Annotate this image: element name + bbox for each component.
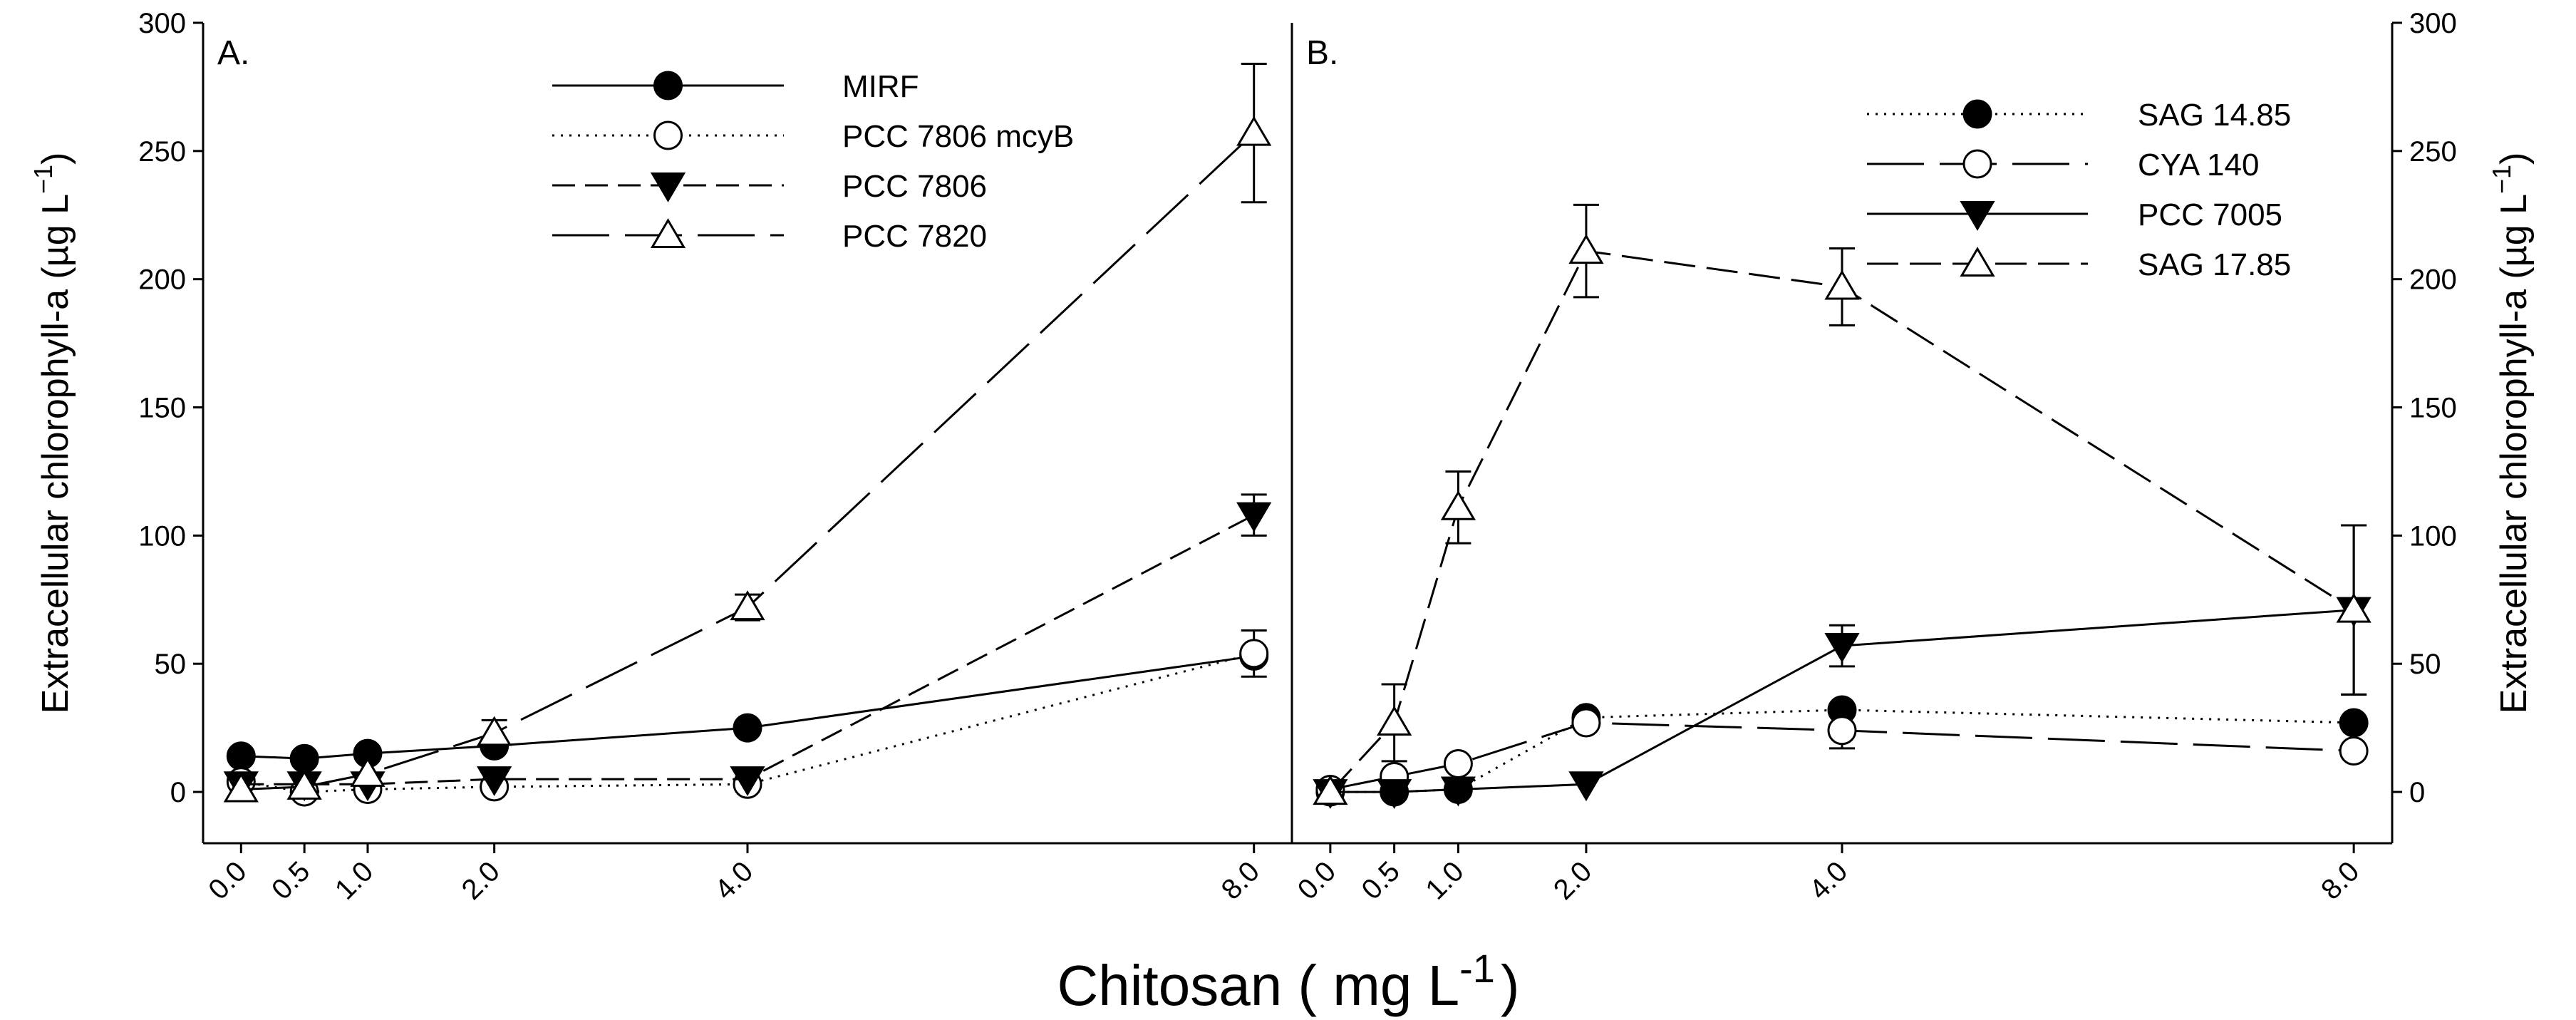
y-axis-title-end: ) [35,153,76,165]
data-point [477,766,512,796]
x-axis-title: Chitosan ( mg L-1) [1057,946,1519,1017]
panel-label: A. [217,34,249,72]
data-point [223,772,259,803]
data-point [1313,775,1348,805]
data-point [733,713,762,743]
data-point [350,757,386,787]
y-tick-label: 250 [138,136,186,168]
data-point [1568,234,1604,264]
data-point [1239,639,1269,669]
legend-label: SAG 17.85 [2138,247,2291,282]
data-point [2339,708,2369,738]
legend-marker [650,218,686,248]
legend-marker [1960,247,1995,277]
legend-label: SAG 14.85 [2138,98,2291,133]
legend-label: PCC 7005 [2138,197,2282,232]
x-tick-label: 4.0 [709,855,759,905]
panel-b: 0 50 100 150 200 250 300 0.0 0.5 1.0 2.0 4.0 8.0 B. Ex… [1290,8,2535,906]
y-axis-title-sup: −1 [2487,165,2516,194]
series-line [1330,609,2354,793]
series-line [241,654,1254,760]
legend-marker [653,120,683,150]
x-tick-label: 0.0 [202,855,252,905]
x-tick-label: 0.0 [1292,855,1342,905]
y-tick-label: 200 [138,264,186,296]
x-tick-label: 1.0 [1419,855,1469,905]
data-point [286,770,322,800]
data-point [1440,490,1476,520]
legend-marker [650,172,686,202]
legend: SAG 14.85 CYA 140 PCC 7005 SAG 17.85 [1867,98,2291,282]
x-tick-label: 8.0 [1216,855,1266,905]
data-point [226,741,256,771]
legend-label: MIRF [842,69,919,104]
y-axis-title-text: Extracellular chlorophyll-a (µg L [35,194,76,714]
y-axis-title-text: Extracellular chlorophyll-a (µg L [2493,194,2535,714]
panel-label: B. [1306,34,1338,72]
series-mirf [226,641,1269,773]
legend-marker [1962,99,1992,129]
y-tick-label: 150 [2409,393,2457,424]
series-line [241,514,1255,785]
y-tick-label: 50 [2409,649,2441,680]
legend-label: PCC 7806 mcyB [842,119,1074,154]
data-point [289,743,319,773]
data-point [1443,748,1473,778]
data-point [1827,716,1857,746]
data-point [2339,736,2369,766]
data-point [477,716,512,746]
y-tick-label: 100 [138,520,186,552]
y-tick-label: 300 [138,8,186,39]
series-line [1329,249,2354,793]
data-point [730,590,765,621]
y-tick-label: 150 [138,393,186,424]
panel-a: 0 50 100 150 200 250 300 0.0 0.5 1.0 2.0 4.0 8.0 A. Ex… [29,8,1293,906]
y-tick-label: 50 [155,649,187,680]
legend-label: CYA 140 [2138,148,2259,182]
data-point [1236,115,1272,146]
legend-marker [1960,201,1995,231]
legend-label: PCC 7820 [842,219,987,254]
legend: MIRF PCC 7806 mcyB PCC 7806 PCC 7820 [552,69,1074,254]
y-tick-label: 0 [2409,777,2425,808]
y-axis-title: Extracellular chlorophyll-a (µg L−1) [2487,153,2535,714]
x-tick-label: 1.0 [329,855,379,905]
y-tick-label: 100 [2409,520,2457,552]
y-tick-label: 250 [2409,136,2457,168]
x-tick-label: 2.0 [1548,855,1598,905]
x-tick-label: 0.5 [266,855,316,905]
legend-marker [1962,149,1992,179]
y-axis-title: Extracellular chlorophyll-a (µg L−1) [29,153,76,714]
series-pcc-7005 [1313,524,2371,809]
data-point [1824,633,1860,663]
series-line [241,132,1255,790]
y-axis-title-end: ) [2493,153,2535,165]
data-point [1377,779,1412,809]
legend-label: PCC 7806 [842,169,987,204]
legend-marker [653,71,683,101]
data-point [1571,708,1601,738]
series-pcc-7820 [223,63,1272,803]
data-point [1236,502,1272,532]
x-tick-label: 0.5 [1356,855,1406,905]
data-point [1824,269,1860,300]
y-tick-label: 300 [2409,8,2457,39]
x-tick-label: 8.0 [2315,855,2365,905]
series-sag-17-85 [1313,203,2371,805]
y-tick-label: 200 [2409,264,2457,296]
data-point [1440,776,1476,807]
x-tick-label: 4.0 [1804,855,1853,905]
y-axis-title-sup: −1 [29,165,58,194]
data-point [730,766,765,796]
data-point [2336,592,2371,623]
y-tick-label: 0 [170,777,186,808]
data-point [1377,706,1412,736]
data-point [1568,771,1604,802]
x-tick-label: 2.0 [456,855,506,905]
